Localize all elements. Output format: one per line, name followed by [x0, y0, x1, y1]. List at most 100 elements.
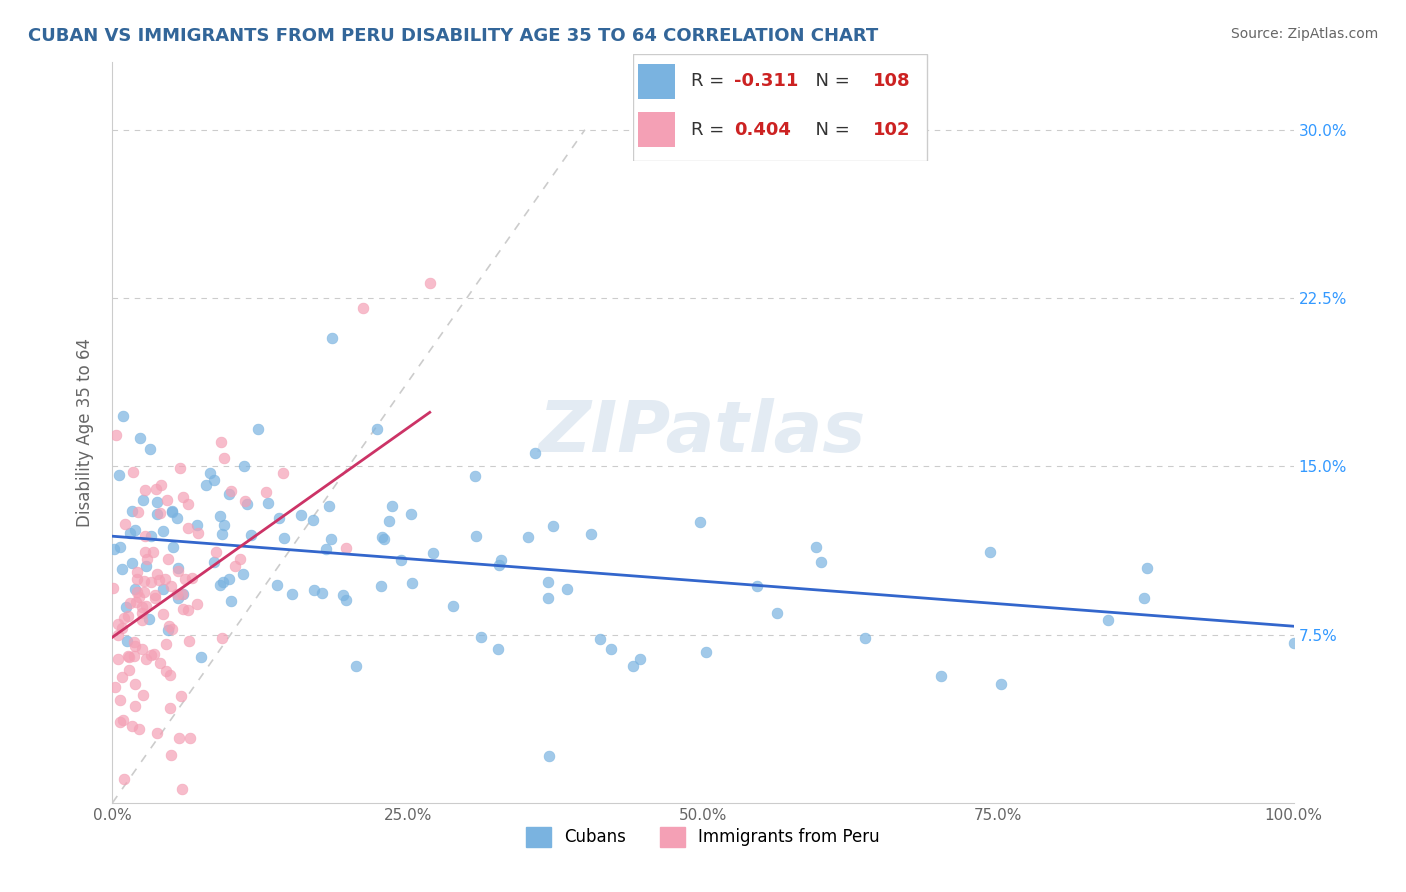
Point — [120, 526, 142, 541]
Point — [169, 461, 191, 475]
Point — [128, 432, 150, 446]
Text: 108: 108 — [873, 72, 911, 90]
Point — [315, 542, 337, 557]
Point — [600, 642, 623, 657]
Point — [537, 575, 560, 590]
Point — [112, 772, 135, 786]
Point — [131, 688, 153, 702]
Point — [134, 483, 156, 497]
Point — [219, 593, 242, 607]
Point — [139, 529, 162, 543]
Point — [127, 565, 149, 579]
Point — [114, 516, 136, 531]
Point — [148, 573, 170, 587]
Point — [157, 619, 180, 633]
Point — [236, 498, 259, 512]
Point — [1282, 636, 1305, 650]
Text: R =: R = — [692, 120, 731, 138]
Point — [115, 634, 138, 648]
FancyBboxPatch shape — [638, 112, 675, 147]
Point — [589, 632, 612, 646]
Point — [111, 409, 134, 423]
Point — [271, 467, 294, 481]
Text: 0.404: 0.404 — [734, 120, 792, 138]
Point — [143, 591, 166, 605]
Point — [152, 607, 174, 622]
Point — [246, 422, 269, 436]
Point — [541, 518, 564, 533]
Point — [211, 526, 233, 541]
Point — [103, 542, 125, 557]
Point — [111, 670, 134, 684]
Point — [190, 649, 212, 664]
Point — [486, 642, 509, 657]
Point — [108, 715, 131, 730]
Point — [218, 572, 240, 586]
Point — [118, 664, 141, 678]
Point — [139, 442, 162, 457]
Y-axis label: Disability Age 35 to 64: Disability Age 35 to 64 — [76, 338, 94, 527]
Point — [167, 591, 190, 606]
Point — [141, 648, 163, 662]
Point — [187, 525, 209, 540]
Point — [156, 624, 179, 638]
Point — [240, 528, 263, 542]
Point — [470, 630, 492, 644]
Point — [141, 574, 163, 589]
Point — [205, 545, 228, 559]
Point — [108, 541, 131, 555]
Point — [419, 277, 441, 291]
Point — [538, 748, 561, 763]
Point — [167, 561, 190, 575]
Point — [579, 527, 602, 541]
Point — [491, 553, 513, 567]
Point — [121, 719, 143, 733]
Point — [211, 631, 233, 645]
Point — [149, 478, 172, 492]
Point — [153, 572, 176, 586]
Point — [159, 668, 181, 682]
Point — [160, 748, 183, 763]
Point — [689, 515, 711, 529]
Point — [290, 508, 312, 522]
Point — [172, 602, 194, 616]
Point — [224, 558, 246, 573]
Point — [186, 598, 208, 612]
Point — [464, 468, 486, 483]
Point — [107, 628, 129, 642]
Point — [198, 466, 221, 480]
Point — [122, 648, 145, 663]
Point — [105, 427, 128, 442]
Point — [257, 496, 280, 510]
Point — [695, 645, 717, 659]
Point — [167, 731, 190, 745]
Point — [488, 558, 510, 573]
Point — [131, 607, 153, 621]
Point — [186, 518, 208, 533]
Point — [853, 632, 876, 646]
Text: 102: 102 — [873, 120, 911, 138]
Point — [172, 587, 194, 601]
Point — [121, 557, 143, 571]
Point — [143, 588, 166, 602]
Point — [135, 652, 157, 666]
Text: R =: R = — [692, 72, 731, 90]
Point — [169, 689, 191, 703]
Point — [370, 578, 392, 592]
Point — [173, 572, 195, 586]
Point — [204, 555, 226, 569]
Point — [118, 649, 141, 664]
Point — [344, 659, 367, 673]
Point — [152, 524, 174, 538]
Text: N =: N = — [804, 120, 855, 138]
Text: N =: N = — [804, 72, 855, 90]
Point — [377, 514, 399, 528]
Point — [177, 497, 200, 511]
Point — [269, 511, 291, 525]
Point — [124, 639, 146, 653]
Point — [194, 478, 217, 492]
Point — [180, 571, 202, 585]
Point — [124, 523, 146, 537]
Point — [160, 504, 183, 518]
Point — [745, 579, 768, 593]
